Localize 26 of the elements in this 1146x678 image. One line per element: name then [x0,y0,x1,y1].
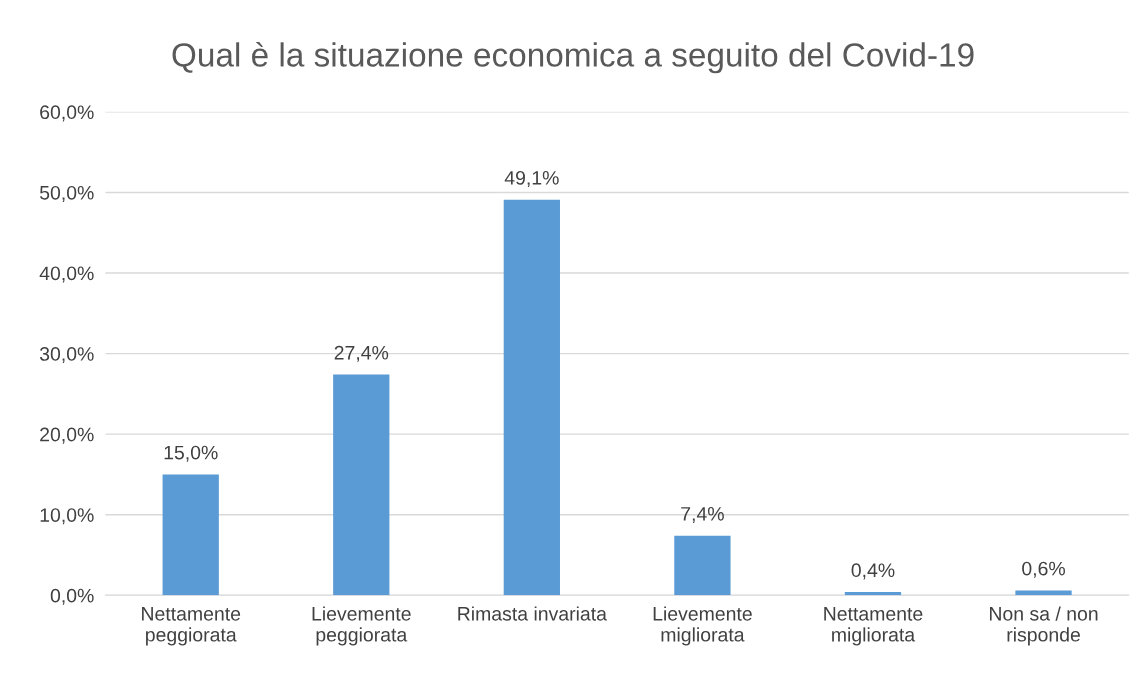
bar [674,535,731,596]
data-label: 49,1% [504,170,559,188]
bar [844,592,902,596]
bar [333,374,390,596]
x-tick-label: Nettamente migliorata [824,607,923,646]
x-tick-label: Lievemente peggiorata [312,606,411,646]
y-tick-label: 40,0% [39,266,94,283]
y-tick-label: 50,0% [39,185,94,202]
data-label: 15,0% [164,445,218,462]
bar [503,199,560,596]
y-tick-label: 10,0% [40,508,94,525]
bar [1015,590,1072,596]
x-tick-label: Lievemente migliorata [653,606,752,646]
y-tick-label: 30,0% [39,347,94,364]
x-tick-label: Non sa / non risponde [990,606,1098,646]
data-label: 27,4% [334,345,389,362]
y-tick-label: 0,0% [50,588,94,605]
data-label: 7,4% [681,507,724,524]
y-tick-label: 20,0% [40,427,94,444]
chart-title: Qual è la situazione economica a seguito del Covid-19 [172,41,974,74]
x-tick-label: Rimasta invariata [458,606,607,621]
x-tick-label: Nettamente peggiorata [142,607,241,646]
data-label: 0,4% [851,563,895,580]
data-label: 0,6% [1022,561,1065,578]
bar [162,474,219,596]
y-tick-label: 60,0% [40,105,94,122]
